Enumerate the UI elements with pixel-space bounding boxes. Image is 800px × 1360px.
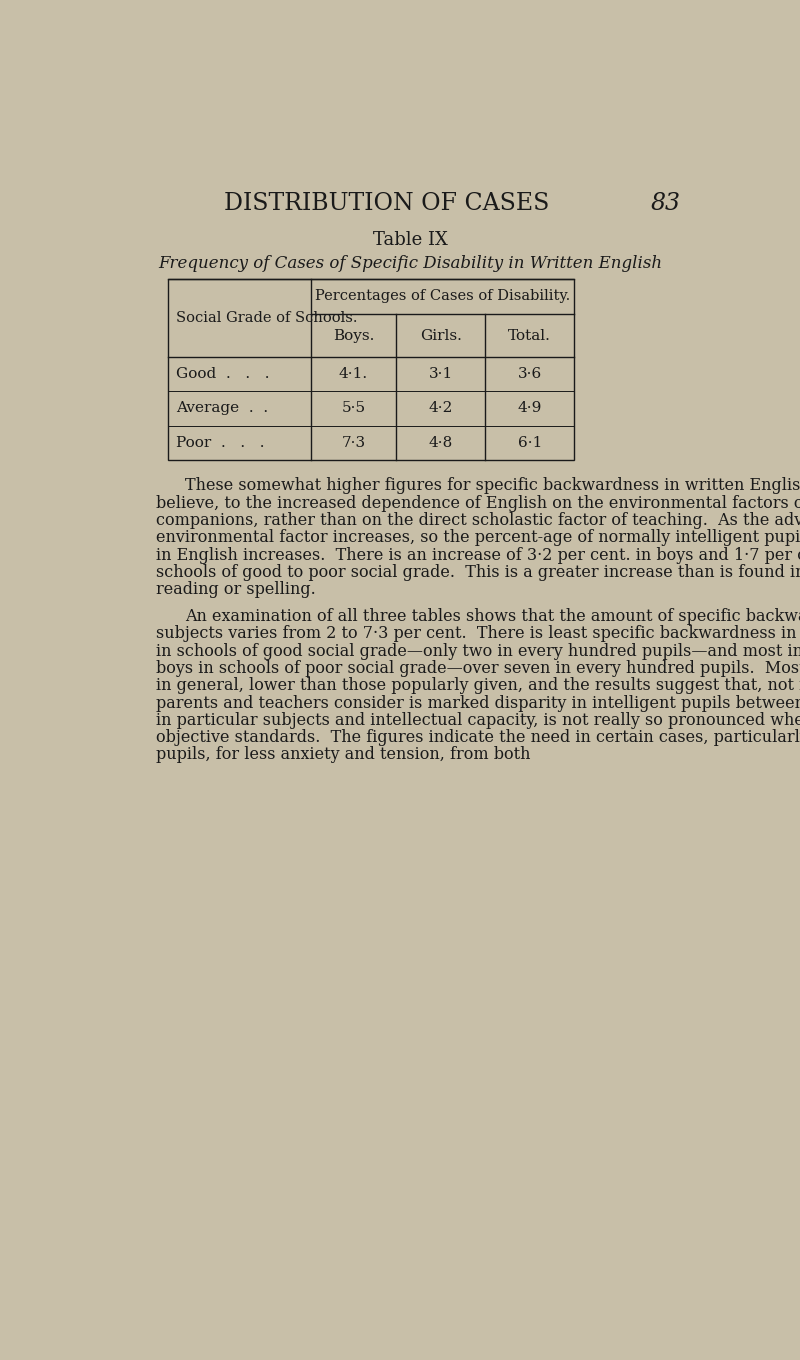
Bar: [168, 279, 574, 460]
Text: 7·3: 7·3: [342, 435, 366, 450]
Text: schools of good to poor social grade.  This is a greater increase than is found : schools of good to poor social grade. Th…: [156, 564, 800, 581]
Text: These somewhat higher figures for specific backwardness in written English are d: These somewhat higher figures for specif…: [186, 477, 800, 495]
Text: parents and teachers consider is marked disparity in intelligent pupils between : parents and teachers consider is marked …: [156, 695, 800, 711]
Text: Social Grade of Schools.: Social Grade of Schools.: [176, 311, 358, 325]
Text: An examination of all three tables shows that the amount of specific backwardnes: An examination of all three tables shows…: [186, 608, 800, 624]
Text: 3·1: 3·1: [429, 367, 453, 381]
Text: environmental factor increases, so the percent-age of normally intelligent pupil: environmental factor increases, so the p…: [156, 529, 800, 547]
Text: Girls.: Girls.: [420, 329, 462, 343]
Text: believe, to the increased dependence of English on the environmental factors of : believe, to the increased dependence of …: [156, 495, 800, 511]
Text: 5·5: 5·5: [342, 401, 366, 415]
Text: pupils, for less anxiety and tension, from both: pupils, for less anxiety and tension, fr…: [156, 747, 530, 763]
Text: Boys.: Boys.: [333, 329, 374, 343]
Text: in particular subjects and intellectual capacity, is not really so pronounced wh: in particular subjects and intellectual …: [156, 711, 800, 729]
Text: companions, rather than on the direct scholastic factor of teaching.  As the adv: companions, rather than on the direct sc…: [156, 511, 800, 529]
Text: 83: 83: [650, 192, 681, 215]
Text: in schools of good social grade—only two in every hundred pupils—and most in wri: in schools of good social grade—only two…: [156, 642, 800, 660]
Text: Good  .   .   .: Good . . .: [176, 367, 270, 381]
Text: boys in schools of poor social grade—over seven in every hundred pupils.  Most o: boys in schools of poor social grade—ove…: [156, 660, 800, 677]
Text: subjects varies from 2 to 7·3 per cent.  There is least specific backwardness in: subjects varies from 2 to 7·3 per cent. …: [156, 626, 800, 642]
Text: 4·1.: 4·1.: [339, 367, 368, 381]
Text: in general, lower than those popularly given, and the results suggest that, not : in general, lower than those popularly g…: [156, 677, 800, 694]
Text: 4·2: 4·2: [429, 401, 453, 415]
Text: reading or spelling.: reading or spelling.: [156, 581, 315, 598]
Text: 6·1: 6·1: [518, 435, 542, 450]
Text: 4·8: 4·8: [429, 435, 453, 450]
Text: Frequency of Cases of Specific Disability in Written English: Frequency of Cases of Specific Disabilit…: [158, 254, 662, 272]
Text: in English increases.  There is an increase of 3·2 per cent. in boys and 1·7 per: in English increases. There is an increa…: [156, 547, 800, 563]
Text: Average  .  .: Average . .: [176, 401, 268, 415]
Text: Table IX: Table IX: [373, 231, 447, 249]
Text: Percentages of Cases of Disability.: Percentages of Cases of Disability.: [315, 290, 570, 303]
Text: DISTRIBUTION OF CASES: DISTRIBUTION OF CASES: [224, 192, 550, 215]
Text: 3·6: 3·6: [518, 367, 542, 381]
Text: Total.: Total.: [508, 329, 551, 343]
Text: Poor  .   .   .: Poor . . .: [176, 435, 265, 450]
Text: 4·9: 4·9: [518, 401, 542, 415]
Text: objective standards.  The figures indicate the need in certain cases, particular: objective standards. The figures indicat…: [156, 729, 800, 747]
